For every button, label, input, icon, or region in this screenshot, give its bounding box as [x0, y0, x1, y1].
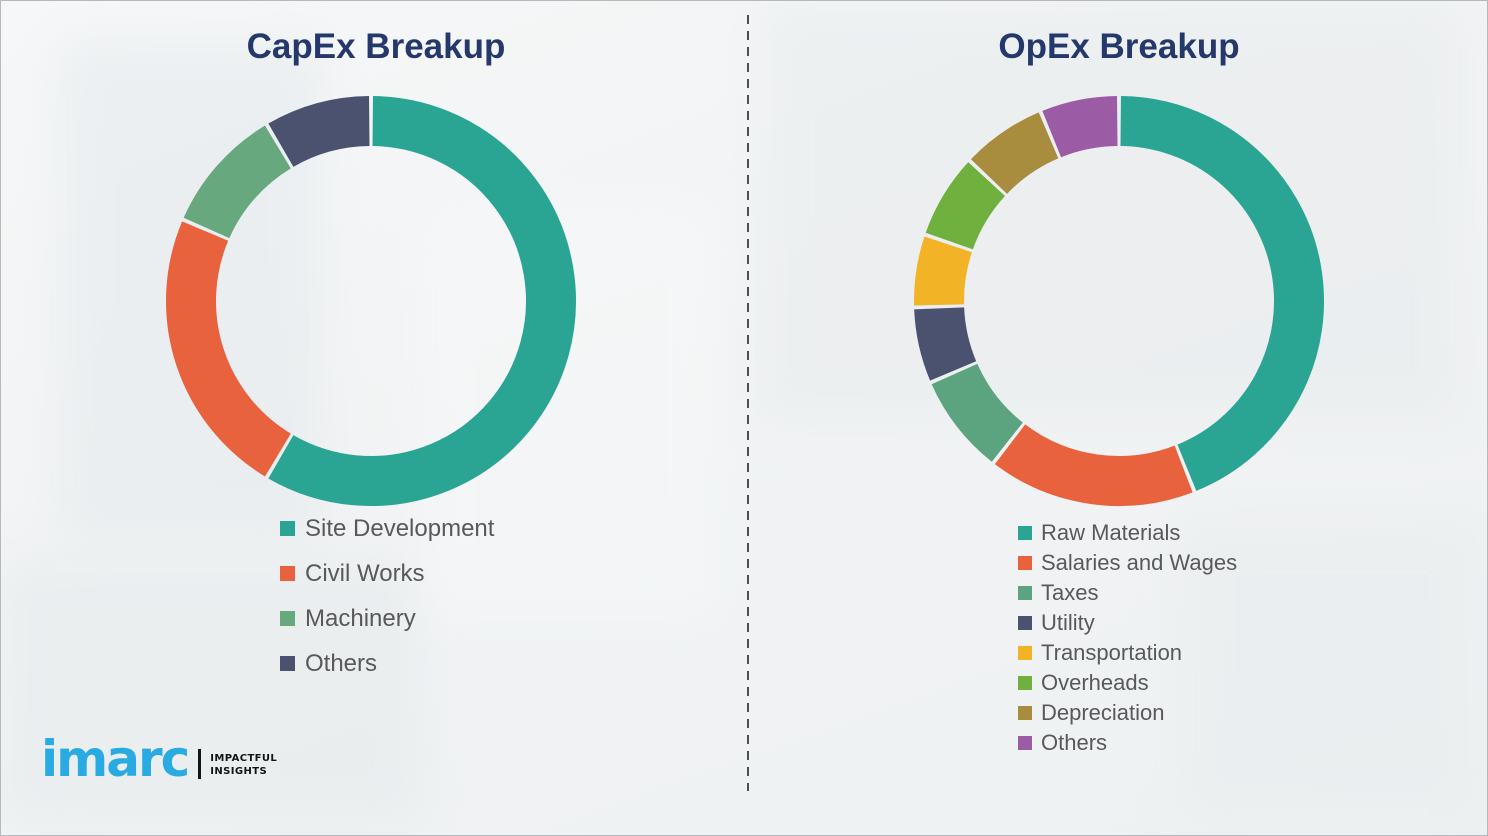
capex-chart-title: CapEx Breakup: [246, 27, 506, 66]
logo-tagline-line1: IMPACTFUL: [210, 753, 278, 764]
legend-label: Depreciation: [1041, 700, 1165, 725]
donut-svg: [166, 96, 576, 506]
donut-segment-others: [1042, 96, 1119, 158]
legend-label: Civil Works: [305, 559, 425, 587]
logo-tagline-line2: INSIGHTS: [210, 766, 268, 777]
legend-label: Site Development: [305, 514, 495, 542]
legend-swatch: [280, 611, 295, 626]
legend-item: Others: [1018, 728, 1237, 758]
capex-donut-chart: [161, 91, 581, 511]
legend-item: Depreciation: [1018, 698, 1237, 728]
donut-svg: [914, 96, 1324, 506]
legend-label: Overheads: [1041, 670, 1149, 695]
legend-label: Machinery: [305, 604, 416, 632]
capex-legend: Site Development Civil Works Machinery Othe…: [280, 506, 494, 686]
legend-swatch: [1018, 736, 1032, 750]
opex-chart-title: OpEx Breakup: [998, 27, 1240, 66]
donut-segment-utility: [914, 306, 977, 381]
donut-segment-machinery: [183, 125, 292, 239]
legend-swatch: [1018, 616, 1032, 630]
donut-segment-site-development: [268, 96, 576, 506]
dashed-divider: [747, 15, 749, 791]
legend-swatch: [1018, 706, 1032, 720]
legend-swatch: [280, 656, 295, 671]
legend-swatch: [1018, 676, 1032, 690]
legend-swatch: [280, 566, 295, 581]
donut-segment-civil-works: [166, 221, 292, 477]
legend-label: Taxes: [1041, 580, 1099, 605]
legend-swatch: [1018, 586, 1032, 600]
imarc-logo: imarc IMPACTFUL INSIGHTS: [41, 730, 277, 788]
legend-label: Transportation: [1041, 640, 1183, 665]
legend-label: Utility: [1041, 610, 1095, 635]
background-blur-shape: [1181, 521, 1481, 821]
donut-segment-transportation: [914, 236, 973, 306]
legend-item: Utility: [1018, 608, 1237, 638]
logo-tagline: IMPACTFUL INSIGHTS: [210, 752, 277, 778]
background-blur-shape: [761, 1, 1461, 421]
legend-item: Machinery: [280, 596, 494, 641]
legend-label: Raw Materials: [1041, 520, 1181, 545]
legend-item: Others: [280, 641, 494, 686]
donut-segment-depreciation: [970, 112, 1059, 195]
legend-item: Raw Materials: [1018, 518, 1237, 548]
legend-label: Others: [1041, 730, 1108, 755]
donut-segment-salaries-and-wages: [994, 424, 1193, 506]
legend-swatch: [280, 521, 295, 536]
legend-label: Salaries and Wages: [1041, 550, 1238, 575]
legend-item: Taxes: [1018, 578, 1237, 608]
donut-segment-overheads: [925, 162, 1006, 251]
legend-item: Site Development: [280, 506, 494, 551]
donut-segment-others: [268, 96, 371, 168]
legend-swatch: [1018, 556, 1032, 570]
legend-swatch: [1018, 526, 1032, 540]
legend-swatch: [1018, 646, 1032, 660]
logo-divider-bar: [198, 749, 202, 779]
opex-donut-chart: [909, 91, 1329, 511]
donut-segment-raw-materials: [1120, 96, 1324, 491]
legend-item: Transportation: [1018, 638, 1237, 668]
background-blur-shape: [1, 561, 421, 821]
opex-legend: Raw Materials Salaries and Wages Taxes Util…: [1018, 518, 1237, 758]
imarc-logo-wordmark: imarc: [41, 730, 190, 788]
legend-item: Salaries and Wages: [1018, 548, 1237, 578]
legend-label: Others: [305, 649, 378, 677]
legend-item: Overheads: [1018, 668, 1237, 698]
donut-segment-taxes: [931, 363, 1024, 462]
legend-item: Civil Works: [280, 551, 494, 596]
